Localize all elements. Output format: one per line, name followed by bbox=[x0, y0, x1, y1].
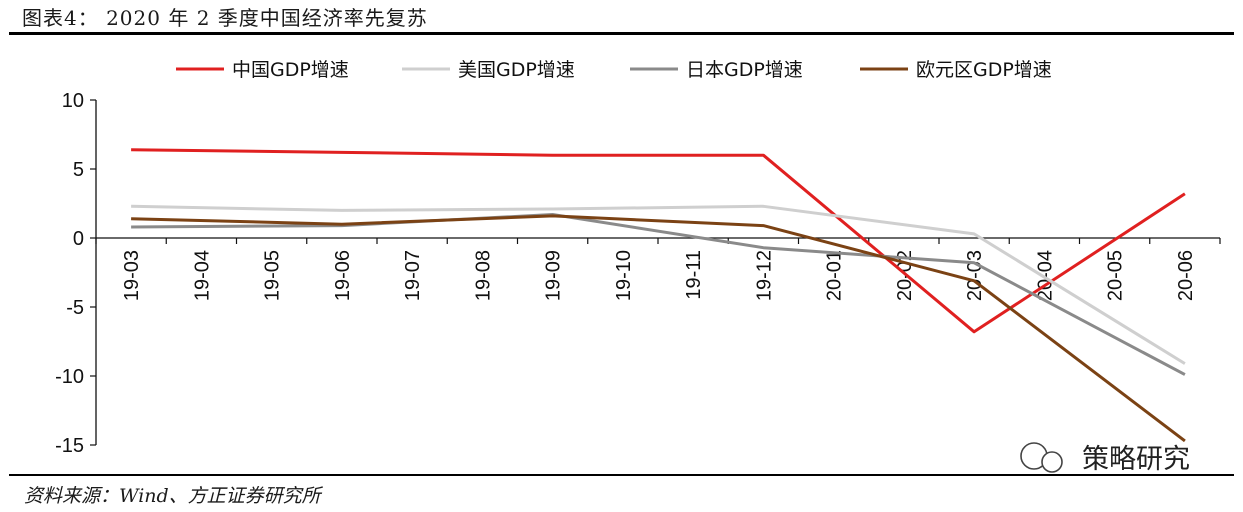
legend: 中国GDP增速 美国GDP增速 日本GDP增速 欧元区GDP增速 bbox=[176, 59, 1052, 81]
series-line-3 bbox=[131, 214, 1186, 443]
x-tick-label: 20-05 bbox=[1105, 250, 1127, 301]
y-tick-label: -15 bbox=[55, 435, 84, 457]
wechat-bubble-icon-small bbox=[1041, 451, 1063, 473]
legend-label-3: 欧元区GDP增速 bbox=[916, 59, 1052, 81]
x-tick-label: 20-04 bbox=[1034, 250, 1056, 301]
y-tick-label: -5 bbox=[66, 297, 84, 319]
legend-label-1: 美国GDP增速 bbox=[458, 59, 575, 81]
x-tick-label: 19-10 bbox=[613, 250, 635, 301]
x-tick-label: 19-04 bbox=[191, 250, 213, 301]
x-tick-label: 19-05 bbox=[262, 250, 284, 301]
x-tick-label: 20-06 bbox=[1175, 250, 1197, 301]
bottom-rule bbox=[9, 474, 1234, 476]
x-tick-label: 19-03 bbox=[121, 250, 143, 301]
source-note: 资料来源：Wind、方正证券研究所 bbox=[24, 485, 321, 507]
top-rule bbox=[9, 32, 1234, 35]
x-tick-label: 19-09 bbox=[543, 250, 565, 301]
series-line-1 bbox=[131, 204, 1186, 365]
x-tick-label: 20-01 bbox=[824, 250, 846, 301]
x-tick-label: 19-08 bbox=[472, 250, 494, 301]
y-tick-label: 0 bbox=[73, 228, 84, 250]
y-tick-label: 5 bbox=[73, 159, 84, 181]
x-tick-label: 19-12 bbox=[753, 250, 775, 301]
legend-label-2: 日本GDP增速 bbox=[686, 59, 803, 81]
y-tick-label: 10 bbox=[62, 90, 84, 112]
series-line-2 bbox=[131, 213, 1186, 376]
x-tick-label: 19-06 bbox=[332, 250, 354, 301]
figure-title: 图表4： 2020 年 2 季度中国经济率先复苏 bbox=[22, 6, 428, 30]
x-tick-label: 19-07 bbox=[402, 250, 424, 301]
x-tick-label: 19-11 bbox=[683, 250, 705, 300]
series-layer bbox=[131, 148, 1186, 443]
watermark: 策略研究 bbox=[1020, 442, 1190, 475]
chart-axes: 10 5 0 -5 -10 -15 19-03 19-04 19-05 19-06 19-07 19-… bbox=[55, 90, 1221, 457]
legend-label-0: 中国GDP增速 bbox=[232, 59, 349, 81]
y-tick-label: -10 bbox=[55, 366, 84, 388]
x-tick-label: 20-03 bbox=[964, 250, 986, 301]
watermark-text: 策略研究 bbox=[1082, 444, 1190, 475]
